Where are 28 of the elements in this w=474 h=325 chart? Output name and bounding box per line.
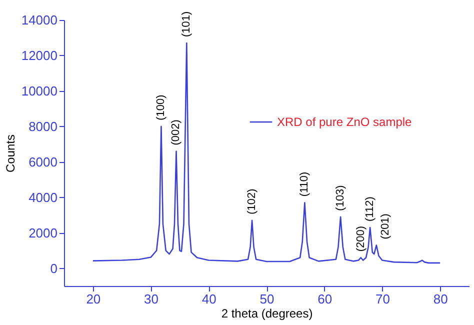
x-tick-label: 30	[144, 292, 159, 306]
x-tick-label: 20	[86, 292, 101, 306]
annotation: (201)	[379, 214, 392, 240]
y-axis-title: Counts	[3, 134, 18, 173]
legend-label: XRD of pure ZnO sample	[277, 115, 412, 129]
x-tick-label: 70	[375, 292, 390, 306]
x-tick-label: 60	[318, 292, 332, 306]
y-tick-label: 2000	[28, 225, 58, 240]
x-tick-label: 50	[260, 292, 274, 306]
x-axis-title: 2 theta (degrees)	[221, 306, 313, 320]
line-series	[92, 42, 441, 264]
y-tick-label: 14000	[21, 12, 58, 28]
annotation: (200)	[354, 226, 367, 252]
y-tick-label: 10000	[21, 83, 58, 98]
annotation: (110)	[298, 172, 311, 197]
y-tick-label: 0	[50, 260, 58, 276]
x-tick-label: 40	[202, 292, 216, 306]
annotation: (112)	[364, 196, 376, 222]
y-tick-label: 6000	[28, 154, 58, 170]
y-tick-label: 8000	[28, 118, 58, 134]
y-tick-label: 12000	[21, 48, 58, 63]
annotation: (002)	[170, 120, 182, 146]
annotation: (103)	[334, 185, 347, 211]
x-tick-label: 80	[433, 292, 448, 306]
annotation: (102)	[246, 188, 258, 214]
y-tick-label: 4000	[28, 190, 58, 205]
annotation: (100)	[155, 94, 168, 120]
annotation: (101)	[180, 11, 193, 38]
